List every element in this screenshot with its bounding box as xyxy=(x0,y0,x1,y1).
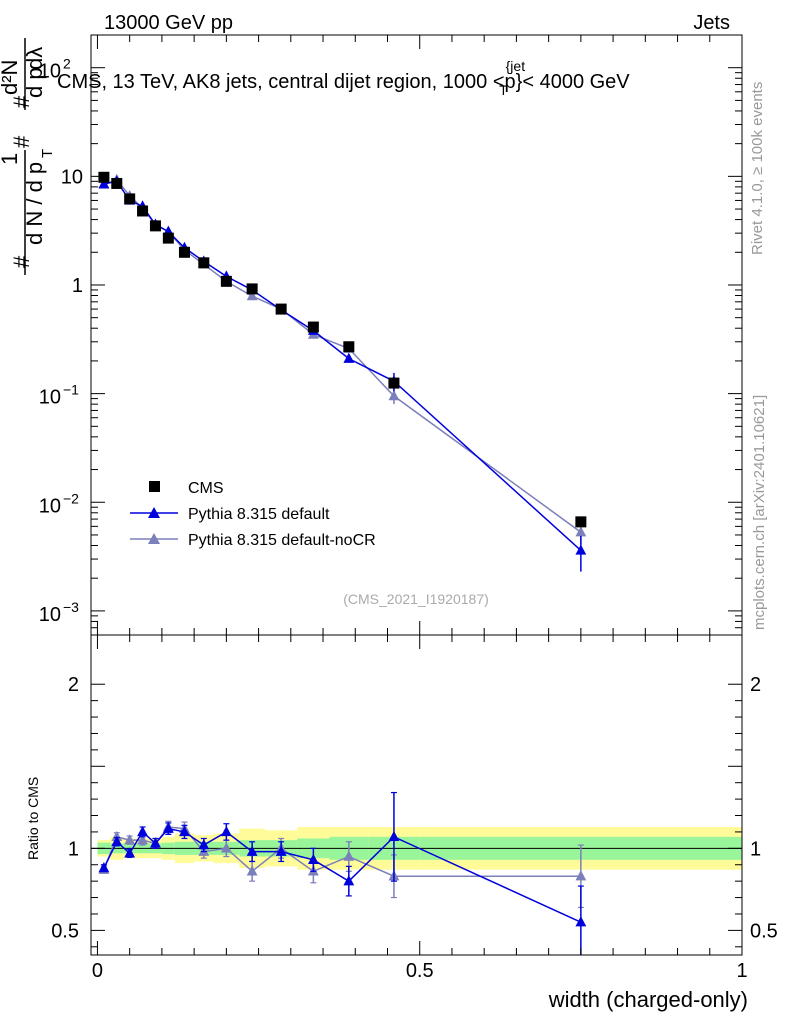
main-data-point xyxy=(111,177,123,189)
ratio-data-point xyxy=(124,834,136,845)
chart-title: CMS, 13 TeV, AK8 jets, central dijet reg… xyxy=(57,58,630,98)
ratio-data-point xyxy=(220,825,232,837)
ratio-plot-frame xyxy=(90,634,743,956)
ratio-data-point xyxy=(124,847,136,858)
mcplots-label: mcplots.cern.ch [arXiv:2401.10621] xyxy=(751,395,768,630)
main-data-point xyxy=(343,341,355,353)
ratio-data-point xyxy=(575,916,587,927)
main-data-point xyxy=(388,390,400,401)
main-y-tick-label: 10 xyxy=(61,166,83,188)
svg-text:1: 1 xyxy=(0,153,22,165)
main-series-group xyxy=(98,171,587,572)
svg-text:d²N: d²N xyxy=(0,60,22,95)
main-data-point xyxy=(220,275,232,287)
ratio-y-tick-label: 0.5 xyxy=(51,920,79,942)
x-axis-label: width (charged-only) xyxy=(548,987,748,1012)
ratio-data-point xyxy=(220,842,232,853)
ratio-data-point xyxy=(575,870,587,881)
ratio-y-tick-label-right: 2 xyxy=(750,674,761,696)
svg-text:d N / d p: d N / d p xyxy=(22,162,47,245)
svg-text:#: # xyxy=(9,255,34,268)
x-tick-label: 0.5 xyxy=(406,960,434,982)
ratio-panel: 0.5 0.51 12 20 0.5 1 xyxy=(51,634,778,982)
header-right: Jets xyxy=(693,12,730,34)
ratio-data-point xyxy=(137,834,148,845)
legend-marker-default xyxy=(148,507,160,518)
main-ylabel: # d N / d p T 1 # d²N # d p dλ xyxy=(0,38,56,275)
main-series-line xyxy=(103,178,582,533)
main-data-point xyxy=(162,232,174,244)
main-y-tick-label: 10 xyxy=(39,495,61,517)
main-data-point xyxy=(575,526,587,537)
main-data-point xyxy=(98,178,110,189)
ratio-y-tick-label: 2 xyxy=(68,674,79,696)
main-data-point xyxy=(246,283,258,295)
svg-text:T: T xyxy=(39,149,56,158)
legend-marker-cms xyxy=(149,481,160,492)
ratio-data-point xyxy=(137,825,148,837)
main-y-tick-label: 10 xyxy=(39,604,61,626)
main-data-point xyxy=(575,544,587,555)
main-data-point xyxy=(198,257,210,269)
ratio-data-point xyxy=(275,845,287,856)
header-left: 13000 GeV pp xyxy=(104,12,233,34)
main-data-point xyxy=(137,205,149,217)
main-data-point xyxy=(343,352,355,363)
main-data-point xyxy=(575,516,587,528)
ratio-data-point xyxy=(150,837,161,848)
ratio-data-point xyxy=(198,839,210,850)
main-y-tick-exponent: −3 xyxy=(63,599,79,615)
main-y-tick-label: 10 xyxy=(39,61,61,83)
svg-text:dλ: dλ xyxy=(22,47,47,70)
svg-text:d p: d p xyxy=(22,67,47,98)
main-data-point xyxy=(307,321,319,333)
analysis-watermark: (CMS_2021_I1920187) xyxy=(343,591,489,607)
ratio-y-tick-label: 1 xyxy=(68,838,79,860)
ratio-data-point xyxy=(179,825,190,837)
legend-marker-nocr xyxy=(148,533,160,544)
x-tick-label: 0 xyxy=(92,960,103,982)
legend-label-default: Pythia 8.315 default xyxy=(188,506,330,523)
ratio-data-point xyxy=(98,862,110,873)
ratio-data-point xyxy=(343,875,355,886)
ratio-data-point xyxy=(162,822,174,833)
main-data-point xyxy=(124,193,136,205)
ratio-data-point xyxy=(246,865,258,876)
ratio-data-point xyxy=(307,853,319,865)
main-data-point xyxy=(388,377,400,389)
ratio-ylabel: Ratio to CMS xyxy=(25,777,41,860)
main-y-tick-exponent: −2 xyxy=(63,490,79,506)
main-series-line xyxy=(103,180,582,552)
main-y-tick-exponent: 2 xyxy=(63,56,71,72)
ratio-series-group xyxy=(98,791,587,955)
ratio-y-tick-label-right: 1 xyxy=(750,838,761,860)
legend-label-nocr: Pythia 8.315 default-noCR xyxy=(188,532,376,549)
main-data-point xyxy=(178,246,190,258)
main-data-point xyxy=(246,290,258,301)
ratio-y-tick-label-right: 0.5 xyxy=(750,920,778,942)
ratio-data-point xyxy=(388,830,400,842)
ratio-data-point xyxy=(343,850,355,861)
ratio-axis-ticks: 0.5 0.51 12 20 0.5 1 xyxy=(51,635,778,982)
main-y-tick-label: 10 xyxy=(39,387,61,409)
main-data-point xyxy=(98,171,110,183)
ratio-data-point xyxy=(246,845,258,856)
ratio-data-point xyxy=(111,835,123,846)
legend: CMS Pythia 8.315 default Pythia 8.315 de… xyxy=(130,480,376,549)
main-y-tick-label: 1 xyxy=(72,275,83,297)
svg-text:#: # xyxy=(9,95,34,108)
main-y-tick-exponent: −1 xyxy=(63,382,79,398)
main-data-point xyxy=(275,303,287,315)
main-data-point xyxy=(149,220,161,232)
legend-label-cms: CMS xyxy=(188,480,224,497)
x-tick-label: 1 xyxy=(736,960,747,982)
svg-text:#: # xyxy=(9,135,34,148)
rivet-label: Rivet 4.1.0, ≥ 100k events xyxy=(749,82,766,255)
